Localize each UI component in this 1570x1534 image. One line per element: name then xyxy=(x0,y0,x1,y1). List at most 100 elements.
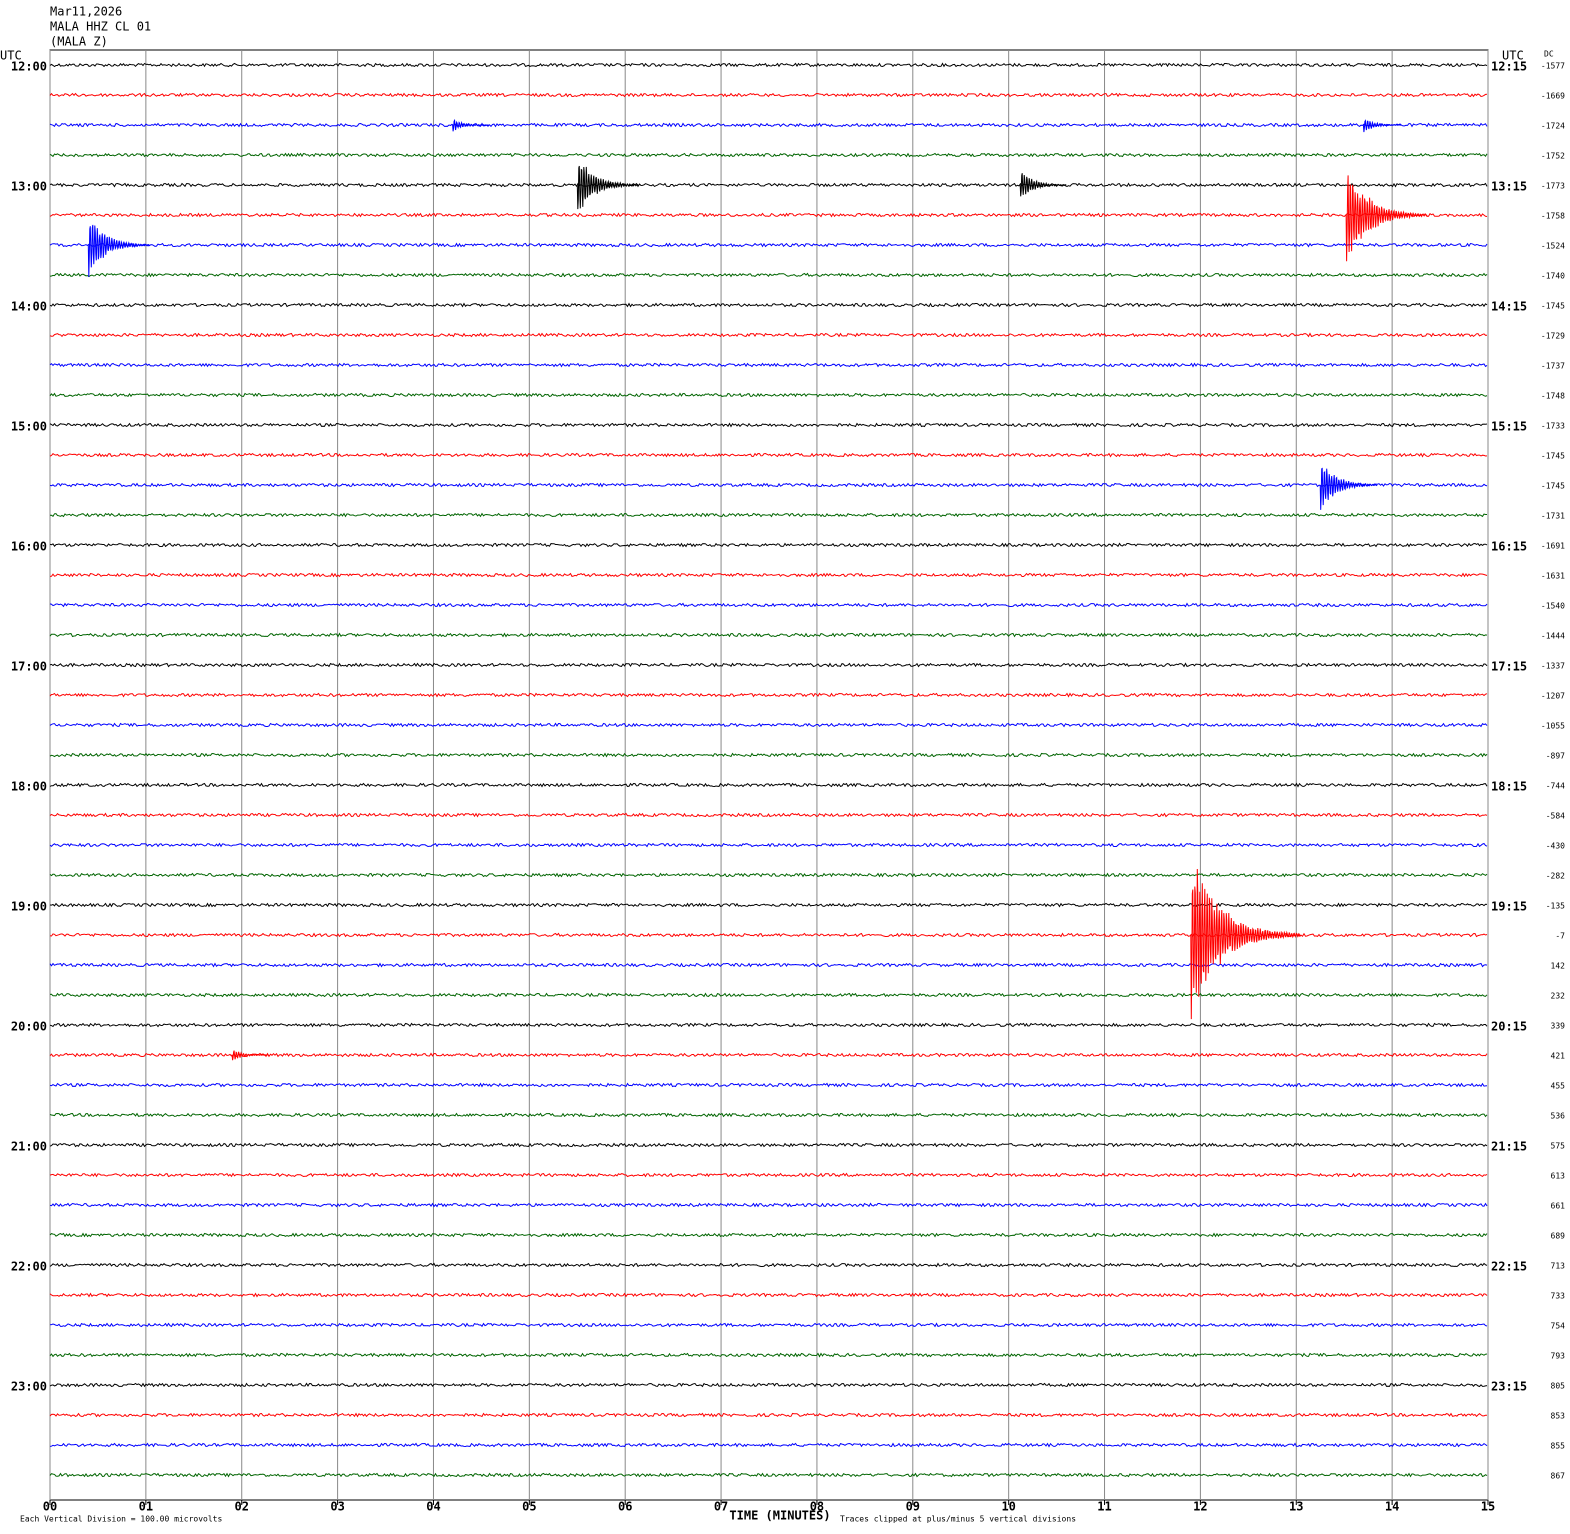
trace xyxy=(49,452,1488,458)
trace xyxy=(49,542,1488,548)
x-tick-label: 10 xyxy=(1001,1500,1015,1514)
right-time: 14:15 xyxy=(1491,300,1527,314)
trace xyxy=(49,272,1488,278)
dc-offset: -1773 xyxy=(1541,182,1565,191)
x-tick-label: 04 xyxy=(426,1500,440,1514)
trace xyxy=(49,62,1488,68)
trace xyxy=(49,572,1488,578)
trace xyxy=(49,1472,1488,1478)
dc-offset: 713 xyxy=(1551,1262,1566,1271)
left-time: 15:00 xyxy=(11,420,47,434)
header-line: Mar11,2026 xyxy=(50,5,122,19)
dc-offset: -1691 xyxy=(1541,542,1565,551)
dc-offset: 455 xyxy=(1551,1082,1566,1091)
dc-offset: -1669 xyxy=(1541,92,1565,101)
trace xyxy=(49,1202,1488,1208)
trace xyxy=(49,1262,1488,1268)
right-time: 12:15 xyxy=(1491,60,1527,74)
trace xyxy=(49,1382,1488,1388)
right-time: 13:15 xyxy=(1491,180,1527,194)
trace xyxy=(49,1412,1488,1418)
dc-offset: -1631 xyxy=(1541,572,1565,581)
trace xyxy=(49,1292,1488,1298)
trace xyxy=(49,1322,1488,1328)
dc-offset: -1745 xyxy=(1541,452,1565,461)
x-tick-label: 06 xyxy=(618,1500,632,1514)
dc-offset: -430 xyxy=(1546,842,1565,851)
dc-offset: -1337 xyxy=(1541,662,1565,671)
trace xyxy=(49,422,1488,428)
dc-offset: 733 xyxy=(1551,1292,1566,1301)
header-line: (MALA Z) xyxy=(50,35,108,49)
left-time: 19:00 xyxy=(11,900,47,914)
dc-offset: -1740 xyxy=(1541,272,1565,281)
dc-offset: -1731 xyxy=(1541,512,1565,521)
dc-offset: -897 xyxy=(1546,752,1565,761)
trace xyxy=(49,1112,1488,1118)
left-time: 12:00 xyxy=(11,60,47,74)
trace xyxy=(49,512,1487,518)
dc-offset: -1207 xyxy=(1541,692,1565,701)
right-time: 23:15 xyxy=(1491,1380,1527,1394)
trace xyxy=(49,602,1488,608)
right-time: 17:15 xyxy=(1491,660,1527,674)
x-tick-label: 13 xyxy=(1289,1500,1303,1514)
trace xyxy=(49,782,1488,788)
x-tick-label: 08 xyxy=(810,1500,824,1514)
trace xyxy=(49,842,1488,848)
trace xyxy=(49,962,1488,968)
left-time: 20:00 xyxy=(11,1020,47,1034)
dc-offset: -282 xyxy=(1546,872,1565,881)
trace xyxy=(49,182,1488,188)
dc-offset: -1748 xyxy=(1541,392,1565,401)
left-axis-title: UTC xyxy=(0,49,22,63)
left-time: 23:00 xyxy=(11,1380,47,1394)
x-tick-label: 12 xyxy=(1193,1500,1207,1514)
seismic-event xyxy=(1319,467,1378,510)
seismic-event xyxy=(576,165,640,210)
trace xyxy=(49,242,1488,248)
right-time: 20:15 xyxy=(1491,1020,1527,1034)
x-tick-label: 07 xyxy=(714,1500,728,1514)
x-tick-label: 02 xyxy=(235,1500,249,1514)
x-tick-label: 15 xyxy=(1481,1500,1495,1514)
trace xyxy=(49,122,1488,128)
dc-offset: -1444 xyxy=(1541,632,1565,641)
seismic-event xyxy=(452,118,489,132)
trace xyxy=(49,1142,1488,1148)
seismic-event xyxy=(1362,119,1402,133)
right-time: 15:15 xyxy=(1491,420,1527,434)
right-time: 18:15 xyxy=(1491,780,1527,794)
trace xyxy=(49,752,1488,758)
dc-offset: -1733 xyxy=(1541,422,1565,431)
right-time: 19:15 xyxy=(1491,900,1527,914)
dc-offset: 142 xyxy=(1551,962,1566,971)
x-tick-label: 11 xyxy=(1097,1500,1111,1514)
left-time: 18:00 xyxy=(11,780,47,794)
trace xyxy=(49,1442,1488,1448)
left-time: 17:00 xyxy=(11,660,47,674)
right-time: 21:15 xyxy=(1491,1140,1527,1154)
right-time: 16:15 xyxy=(1491,540,1527,554)
trace xyxy=(49,1172,1488,1178)
trace xyxy=(49,992,1488,998)
dc-offset: -1729 xyxy=(1541,332,1565,341)
left-time: 13:00 xyxy=(11,180,47,194)
dc-offset: 575 xyxy=(1551,1142,1566,1151)
trace xyxy=(49,332,1488,338)
x-tick-label: 14 xyxy=(1385,1500,1399,1514)
seismic-event xyxy=(87,224,151,278)
dc-offset: -1758 xyxy=(1541,212,1565,221)
trace xyxy=(49,632,1488,638)
left-time: 21:00 xyxy=(11,1140,47,1154)
dc-offset: 867 xyxy=(1551,1472,1566,1481)
right-axis-title: UTC xyxy=(1502,49,1524,63)
left-time: 16:00 xyxy=(11,540,47,554)
trace xyxy=(49,722,1488,728)
seismic-event xyxy=(231,1050,269,1061)
dc-offset: -1752 xyxy=(1541,152,1565,161)
trace xyxy=(49,1352,1488,1358)
x-tick-label: 03 xyxy=(330,1500,344,1514)
dc-offset: 855 xyxy=(1551,1442,1566,1451)
